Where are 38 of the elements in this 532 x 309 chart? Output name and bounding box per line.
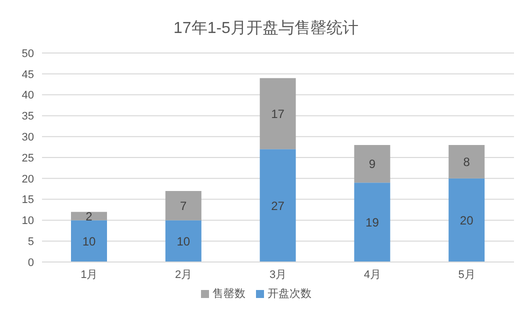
chart-title: 17年1-5月开盘与售罄统计 (172, 18, 360, 39)
legend-label: 售罄数 (212, 288, 246, 300)
bar (165, 190, 202, 220)
y-tick-label: 30 (22, 132, 34, 144)
x-tick-label: 3月 (269, 268, 287, 281)
bar (448, 178, 485, 262)
x-tick-label: 1月 (80, 268, 98, 281)
bar (260, 149, 296, 262)
bar (260, 78, 296, 150)
data-label: 2 (86, 209, 93, 224)
bar (165, 220, 202, 262)
y-tick-label: 45 (22, 68, 34, 81)
y-tick-label: 50 (22, 48, 34, 60)
data-label: 10 (82, 234, 96, 248)
data-label: 8 (463, 154, 470, 169)
x-tick-label: 4月 (364, 268, 381, 281)
data-label: 20 (460, 213, 474, 228)
bar (448, 144, 485, 178)
y-tick-label: 0 (28, 256, 34, 269)
data-label: 27 (271, 198, 285, 213)
bar (354, 182, 390, 262)
bar (71, 220, 107, 262)
y-tick-label: 40 (22, 90, 34, 102)
y-tick-label: 10 (22, 215, 34, 228)
data-label: 7 (180, 198, 188, 213)
x-tick-label: 2月 (175, 268, 192, 281)
y-tick-label: 20 (22, 173, 34, 186)
bar (354, 144, 390, 183)
y-tick-label: 5 (28, 236, 34, 248)
y-tick-label: 15 (22, 194, 34, 206)
x-tick-label: 5月 (458, 268, 476, 281)
y-tick-label: 25 (22, 152, 34, 164)
data-label: 19 (366, 216, 380, 230)
y-tick-label: 35 (22, 110, 34, 123)
data-label: 10 (176, 234, 190, 248)
legend-label: 开盘次数 (268, 288, 312, 300)
data-label: 17 (271, 106, 285, 121)
data-label: 9 (368, 157, 376, 172)
